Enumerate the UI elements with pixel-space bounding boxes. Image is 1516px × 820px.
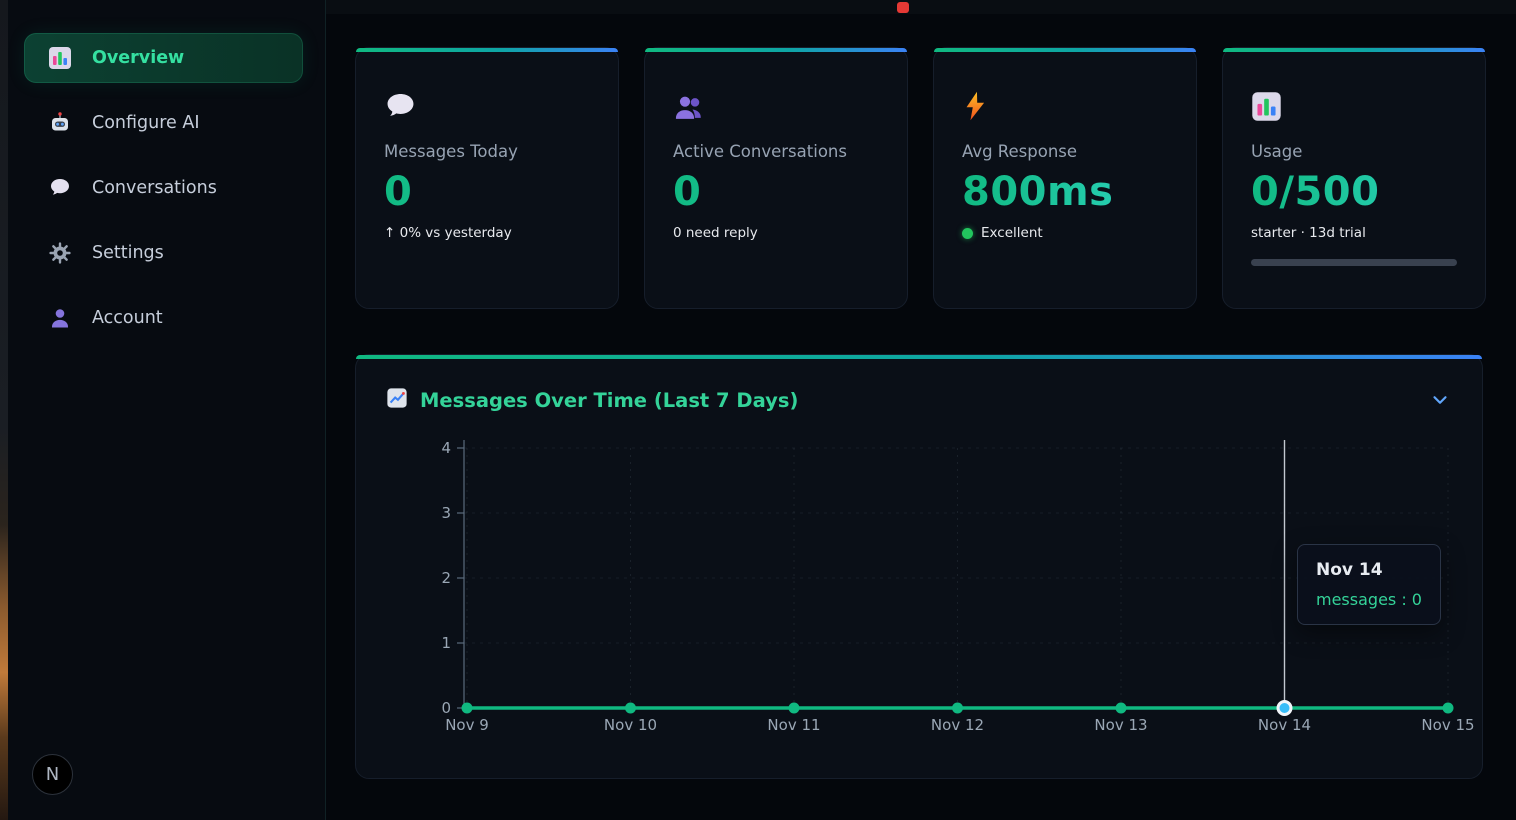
person-icon xyxy=(48,306,72,330)
svg-text:Nov 10: Nov 10 xyxy=(604,716,657,734)
main-content: Messages Today 0 ↑ 0% vs yesterday Activ… xyxy=(326,0,1516,820)
svg-text:1: 1 xyxy=(441,634,451,652)
header-red-icon xyxy=(897,2,909,13)
bar-chart-icon xyxy=(48,46,72,70)
card-gradient-bar xyxy=(1223,48,1485,52)
sidebar-item-label: Overview xyxy=(92,48,185,68)
stat-label: Usage xyxy=(1251,142,1303,161)
stat-sub-text: 0 need reply xyxy=(673,225,758,241)
background-image-strip xyxy=(0,0,8,820)
sidebar-nav: Overview Configure AI Conversations Sett… xyxy=(24,33,303,358)
stats-row: Messages Today 0 ↑ 0% vs yesterday Activ… xyxy=(355,47,1486,309)
sidebar-item-label: Account xyxy=(92,308,163,328)
sidebar-item-overview[interactable]: Overview xyxy=(24,33,303,83)
svg-text:Nov 9: Nov 9 xyxy=(445,716,489,734)
stat-sub: ↑ 0% vs yesterday xyxy=(384,225,590,241)
sidebar-item-conversations[interactable]: Conversations xyxy=(24,163,303,213)
svg-text:Nov 15: Nov 15 xyxy=(1421,716,1474,734)
chevron-down-icon[interactable] xyxy=(1428,388,1452,412)
chart-tooltip: Nov 14 messages : 0 xyxy=(1297,544,1441,625)
robot-icon xyxy=(48,111,72,135)
sidebar-item-configure-ai[interactable]: Configure AI xyxy=(24,98,303,148)
card-gradient-bar xyxy=(934,48,1196,52)
messages-chart[interactable]: 0 1 2 3 4 Nov 9 Nov 10 Nov 11 Nov 12 Nov 13 Nov 14… xyxy=(356,355,1484,780)
card-gradient-bar xyxy=(356,48,618,52)
sidebar-item-label: Conversations xyxy=(92,178,217,198)
lightning-icon xyxy=(962,84,1168,122)
chart-increasing-icon xyxy=(386,387,408,413)
messages-chart-card: Messages Over Time (Last 7 Days) 0 1 2 3 4 No… xyxy=(355,354,1483,779)
stat-value: 0 xyxy=(673,169,879,215)
stat-card-active-conversations: Active Conversations 0 0 need reply xyxy=(644,47,908,309)
bar-chart-icon xyxy=(1251,84,1457,122)
stat-sub-text: ↑ 0% vs yesterday xyxy=(384,225,512,241)
stat-sub: Excellent xyxy=(962,225,1168,241)
people-icon xyxy=(673,84,879,122)
card-gradient-bar xyxy=(356,355,1482,359)
avatar-letter: N xyxy=(45,764,60,785)
sidebar-item-label: Configure AI xyxy=(92,113,200,133)
gear-icon xyxy=(48,241,72,265)
stat-sub: starter · 13d trial xyxy=(1251,225,1457,241)
stat-value: 0 xyxy=(384,169,590,215)
stat-sub-text: Excellent xyxy=(981,225,1043,241)
stat-label: Messages Today xyxy=(384,142,518,161)
stat-card-messages-today: Messages Today 0 ↑ 0% vs yesterday xyxy=(355,47,619,309)
svg-text:3: 3 xyxy=(441,504,451,522)
sidebar-item-settings[interactable]: Settings xyxy=(24,228,303,278)
stat-sub-text: starter · 13d trial xyxy=(1251,225,1366,241)
svg-text:2: 2 xyxy=(441,569,451,587)
stat-label: Active Conversations xyxy=(673,142,847,161)
speech-bubble-icon xyxy=(384,84,590,122)
stat-card-avg-response: Avg Response 800ms Excellent xyxy=(933,47,1197,309)
svg-text:Nov 11: Nov 11 xyxy=(767,716,820,734)
stat-value: 0/500 xyxy=(1251,169,1457,215)
svg-text:Nov 14: Nov 14 xyxy=(1258,716,1311,734)
user-avatar[interactable]: N xyxy=(32,754,73,795)
svg-text:Nov 13: Nov 13 xyxy=(1094,716,1147,734)
tooltip-value: messages : 0 xyxy=(1316,590,1422,609)
chart-title: Messages Over Time (Last 7 Days) xyxy=(420,388,799,412)
stat-sub: 0 need reply xyxy=(673,225,879,241)
tooltip-title: Nov 14 xyxy=(1316,560,1383,580)
stat-value: 800ms xyxy=(962,169,1168,215)
usage-progress-track xyxy=(1251,259,1457,266)
svg-text:4: 4 xyxy=(441,439,451,457)
stat-card-usage: Usage 0/500 starter · 13d trial xyxy=(1222,47,1486,309)
chart-header: Messages Over Time (Last 7 Days) xyxy=(356,355,1482,413)
sidebar-item-account[interactable]: Account xyxy=(24,293,303,343)
status-dot xyxy=(962,227,973,239)
speech-bubble-icon xyxy=(48,176,72,200)
sidebar-item-label: Settings xyxy=(92,243,164,263)
sidebar: Overview Configure AI Conversations Sett… xyxy=(8,0,326,820)
stat-label: Avg Response xyxy=(962,142,1078,161)
svg-text:0: 0 xyxy=(441,699,451,717)
card-gradient-bar xyxy=(645,48,907,52)
svg-text:Nov 12: Nov 12 xyxy=(931,716,984,734)
main-top-strip xyxy=(326,0,1516,14)
